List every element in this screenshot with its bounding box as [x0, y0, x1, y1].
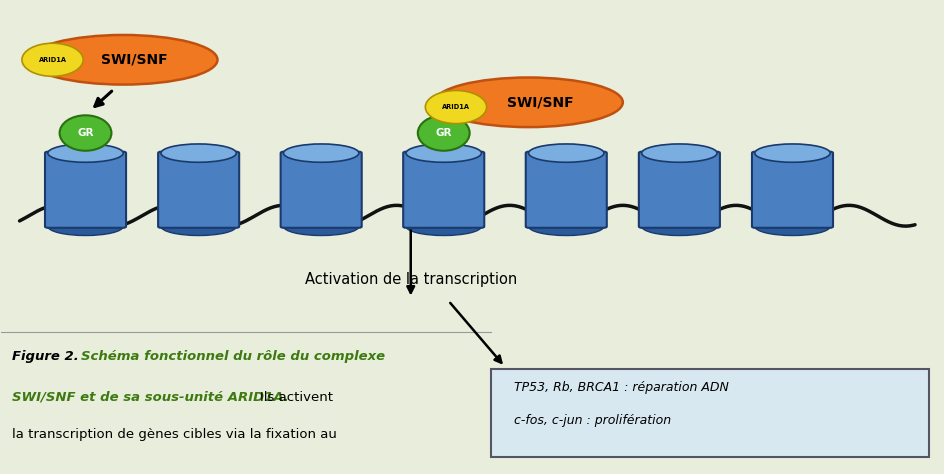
Ellipse shape	[406, 144, 481, 162]
Text: c-fos, c-jun : prolifération: c-fos, c-jun : prolifération	[514, 414, 671, 427]
Ellipse shape	[418, 115, 470, 151]
Text: Activation de la transcription: Activation de la transcription	[305, 272, 517, 287]
Ellipse shape	[642, 144, 717, 162]
Ellipse shape	[529, 144, 604, 162]
FancyBboxPatch shape	[403, 152, 484, 228]
FancyBboxPatch shape	[491, 369, 929, 457]
Ellipse shape	[283, 144, 359, 162]
Ellipse shape	[48, 144, 124, 162]
Ellipse shape	[48, 217, 124, 236]
Ellipse shape	[426, 91, 486, 124]
Text: SWI/SNF: SWI/SNF	[101, 53, 168, 67]
Ellipse shape	[160, 217, 236, 236]
Text: TP53, Rb, BRCA1 : réparation ADN: TP53, Rb, BRCA1 : réparation ADN	[514, 381, 730, 394]
Ellipse shape	[642, 217, 717, 236]
FancyBboxPatch shape	[752, 152, 833, 228]
Text: Schéma fonctionnel du rôle du complexe: Schéma fonctionnel du rôle du complexe	[81, 350, 385, 364]
Text: la transcription de gènes cibles via la fixation au: la transcription de gènes cibles via la …	[12, 428, 337, 441]
Ellipse shape	[160, 144, 236, 162]
Ellipse shape	[406, 217, 481, 236]
FancyBboxPatch shape	[45, 152, 126, 228]
Text: Figure 2.: Figure 2.	[12, 350, 78, 364]
Text: SWI/SNF: SWI/SNF	[507, 95, 573, 109]
FancyBboxPatch shape	[639, 152, 720, 228]
Ellipse shape	[434, 77, 623, 127]
Text: Ils activent: Ils activent	[260, 391, 333, 403]
Text: GR: GR	[77, 128, 93, 138]
FancyBboxPatch shape	[280, 152, 362, 228]
Ellipse shape	[529, 217, 604, 236]
Text: ARID1A: ARID1A	[39, 57, 66, 63]
Text: GR: GR	[435, 128, 452, 138]
Ellipse shape	[59, 115, 111, 151]
Ellipse shape	[29, 35, 217, 84]
FancyBboxPatch shape	[158, 152, 239, 228]
Ellipse shape	[22, 43, 83, 76]
Ellipse shape	[755, 144, 830, 162]
FancyBboxPatch shape	[526, 152, 607, 228]
Text: SWI/SNF et de sa sous-unité ARID1A.: SWI/SNF et de sa sous-unité ARID1A.	[12, 391, 289, 403]
Text: ARID1A: ARID1A	[442, 104, 470, 110]
Ellipse shape	[755, 217, 830, 236]
Ellipse shape	[283, 217, 359, 236]
